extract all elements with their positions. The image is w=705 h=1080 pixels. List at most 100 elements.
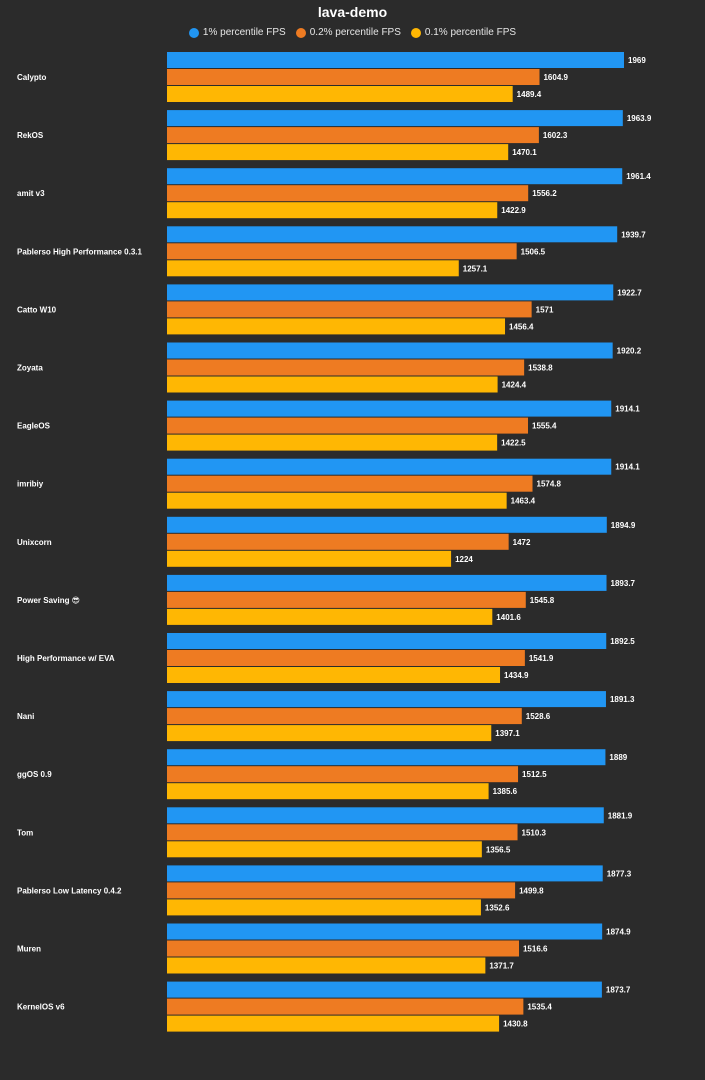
value-label-1pct: 1894.9 xyxy=(611,521,636,530)
bar-1pct[interactable] xyxy=(167,633,607,649)
bar-0-2pct[interactable] xyxy=(167,650,525,666)
value-label-1pct: 1920.2 xyxy=(617,347,642,356)
bar-0-1pct[interactable] xyxy=(167,492,507,509)
bar-0-2pct[interactable] xyxy=(167,417,529,434)
value-label-1pct: 1892.5 xyxy=(610,637,635,646)
bar-1pct[interactable] xyxy=(167,865,603,882)
bar-0-2pct[interactable] xyxy=(167,824,518,841)
bar-0-2pct[interactable] xyxy=(167,940,519,957)
value-label-0-1pct: 1470.1 xyxy=(512,148,537,157)
bar-0-1pct[interactable] xyxy=(167,86,513,102)
bar-0-1pct[interactable] xyxy=(167,608,493,625)
bar-1pct[interactable] xyxy=(167,516,607,533)
value-label-0-2pct: 1545.8 xyxy=(530,596,555,605)
bar-1pct[interactable] xyxy=(167,400,612,417)
value-label-1pct: 1889 xyxy=(609,753,627,762)
bar-1pct[interactable] xyxy=(167,52,624,68)
value-label-1pct: 1874.9 xyxy=(606,928,631,937)
bar-0-2pct[interactable] xyxy=(167,708,522,725)
category-label: Pablerso High Performance 0.3.1 xyxy=(17,247,142,256)
bar-1pct[interactable] xyxy=(167,110,623,127)
bar-0-2pct[interactable] xyxy=(167,301,532,318)
bar-0-1pct[interactable] xyxy=(167,260,459,277)
bar-0-1pct[interactable] xyxy=(167,667,501,683)
bar-1pct[interactable] xyxy=(167,981,602,998)
bar-0-2pct[interactable] xyxy=(167,359,525,376)
value-label-0-1pct: 1352.6 xyxy=(485,903,510,912)
value-label-1pct: 1914.1 xyxy=(615,405,640,414)
value-label-0-1pct: 1356.5 xyxy=(486,845,511,854)
value-label-1pct: 1969 xyxy=(628,56,646,65)
value-label-0-1pct: 1489.4 xyxy=(517,90,542,99)
bar-1pct[interactable] xyxy=(167,168,623,185)
bar-0-2pct[interactable] xyxy=(167,766,519,783)
chart-title: lava-demo xyxy=(317,4,388,20)
value-label-1pct: 1881.9 xyxy=(608,811,633,820)
legend-label-0-1pct: 0.1% percentile FPS xyxy=(424,27,517,38)
legend-label-1pct: 1% percentile FPS xyxy=(202,27,286,38)
category-label: ggOS 0.9 xyxy=(17,770,52,779)
value-label-0-2pct: 1512.5 xyxy=(522,770,547,779)
bar-0-1pct[interactable] xyxy=(167,725,492,742)
value-label-0-1pct: 1371.7 xyxy=(489,962,514,971)
bar-1pct[interactable] xyxy=(167,923,603,940)
bar-0-2pct[interactable] xyxy=(167,882,516,899)
value-label-0-1pct: 1430.8 xyxy=(503,1020,528,1029)
category-label: EagleOS xyxy=(17,422,51,431)
bar-0-1pct[interactable] xyxy=(167,318,506,335)
value-label-0-2pct: 1604.9 xyxy=(543,73,568,82)
bar-0-2pct[interactable] xyxy=(167,591,526,608)
category-label: Unixcorn xyxy=(17,538,52,547)
category-label: Muren xyxy=(17,945,41,954)
bar-0-2pct[interactable] xyxy=(167,998,524,1015)
bar-0-2pct[interactable] xyxy=(167,127,539,144)
value-label-0-1pct: 1456.4 xyxy=(509,322,534,331)
category-label: High Performance w/ EVA xyxy=(17,654,115,663)
value-label-0-2pct: 1571 xyxy=(536,305,554,314)
legend-item-1pct[interactable]: 1% percentile FPS xyxy=(188,27,286,38)
bar-0-2pct[interactable] xyxy=(167,533,509,550)
category-label: amit v3 xyxy=(17,189,45,198)
bar-0-1pct[interactable] xyxy=(167,434,498,451)
bar-1pct[interactable] xyxy=(167,342,613,359)
legend-swatch-0-2pct xyxy=(295,27,306,38)
bar-0-1pct[interactable] xyxy=(167,144,509,161)
bar-0-1pct[interactable] xyxy=(167,841,482,858)
category-label: Zoyata xyxy=(17,364,43,373)
bar-0-2pct[interactable] xyxy=(167,185,529,202)
bar-1pct[interactable] xyxy=(167,284,614,301)
legend-item-0-2pct[interactable]: 0.2% percentile FPS xyxy=(295,27,401,38)
value-label-1pct: 1963.9 xyxy=(627,114,652,123)
value-label-0-1pct: 1401.6 xyxy=(496,613,521,622)
value-label-1pct: 1891.3 xyxy=(610,695,635,704)
bar-1pct[interactable] xyxy=(167,749,606,766)
legend-swatch-0-1pct xyxy=(410,27,421,38)
value-label-1pct: 1961.4 xyxy=(626,172,651,181)
value-label-0-2pct: 1535.4 xyxy=(527,1003,552,1012)
value-label-0-1pct: 1224 xyxy=(455,555,473,564)
bar-0-1pct[interactable] xyxy=(167,783,489,800)
bar-1pct[interactable] xyxy=(167,574,607,591)
bar-0-2pct[interactable] xyxy=(167,475,533,492)
value-label-0-2pct: 1510.3 xyxy=(522,828,547,837)
bar-0-1pct[interactable] xyxy=(167,1015,500,1032)
value-label-1pct: 1873.7 xyxy=(606,986,631,995)
category-label: Pablerso Low Latency 0.4.2 xyxy=(17,886,122,895)
bar-1pct[interactable] xyxy=(167,226,618,243)
value-label-1pct: 1877.3 xyxy=(607,869,632,878)
bar-1pct[interactable] xyxy=(167,691,606,708)
value-label-0-2pct: 1506.5 xyxy=(521,247,546,256)
category-label: Tom xyxy=(17,828,33,837)
legend-item-0-1pct[interactable]: 0.1% percentile FPS xyxy=(410,27,517,38)
bar-0-1pct[interactable] xyxy=(167,957,486,974)
bar-1pct[interactable] xyxy=(167,458,612,475)
bar-0-2pct[interactable] xyxy=(167,69,540,85)
bar-0-1pct[interactable] xyxy=(167,899,481,916)
bar-0-1pct[interactable] xyxy=(167,202,498,219)
bar-1pct[interactable] xyxy=(167,807,604,824)
value-label-0-2pct: 1516.6 xyxy=(523,945,548,954)
category-label: Catto W10 xyxy=(17,305,57,314)
bar-0-2pct[interactable] xyxy=(167,243,517,260)
bar-0-1pct[interactable] xyxy=(167,376,498,393)
bar-0-1pct[interactable] xyxy=(167,550,452,567)
